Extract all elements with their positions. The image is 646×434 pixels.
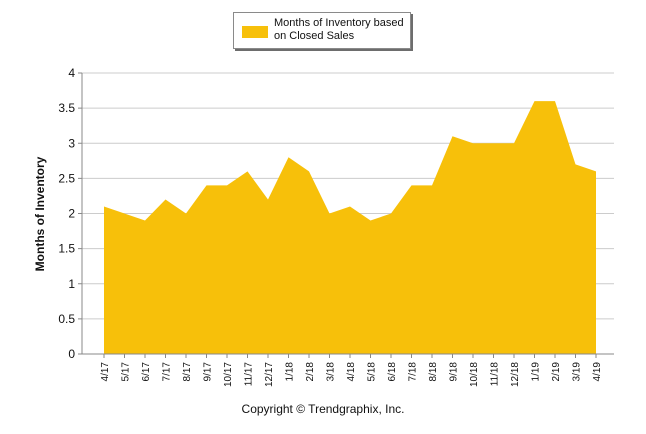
x-tick-label: 7/18 (408, 362, 419, 382)
x-tick-label: 6/18 (387, 362, 398, 382)
x-tick-label: 4/19 (592, 362, 603, 382)
x-tick-label: 4/18 (346, 362, 357, 382)
x-tick-label: 8/18 (428, 362, 439, 382)
series-area (103, 101, 597, 354)
x-tick-label: 10/18 (469, 362, 480, 387)
x-tick-label: 9/17 (203, 362, 214, 382)
x-tick-label: 1/19 (531, 362, 542, 382)
y-tick-labels: 0 0.5 1 1.5 2 2.5 3 3.5 4 (58, 66, 82, 361)
x-tick-label: 9/18 (449, 362, 460, 382)
x-tick-labels: 4/17 5/17 6/17 7/17 8/17 9/17 10/17 11/17 12/17 1… (100, 354, 603, 387)
x-tick-label: 5/18 (367, 362, 378, 382)
y-axis-label: Months of Inventory (33, 156, 47, 271)
legend: Months of Inventory based on Closed Sale… (233, 12, 411, 49)
series-area-path (104, 101, 596, 354)
x-tick-label: 3/19 (572, 362, 583, 382)
y-tick-label: 1.5 (58, 242, 75, 256)
x-tick-label: 4/17 (100, 362, 111, 382)
x-tick-label: 11/18 (490, 362, 501, 387)
x-tick-label: 7/17 (162, 362, 173, 382)
legend-label: Months of Inventory based on Closed Sale… (274, 17, 404, 42)
y-tick-label: 2.5 (58, 171, 75, 185)
x-tick-label: 12/18 (510, 362, 521, 387)
x-tick-label: 8/17 (182, 362, 193, 382)
y-tick-label: 3.5 (58, 101, 75, 115)
x-tick-label: 2/18 (305, 362, 316, 382)
y-tick-label: 0 (68, 347, 75, 361)
legend-swatch (242, 26, 268, 38)
y-tick-label: 3 (68, 136, 75, 150)
x-tick-label: 11/17 (244, 362, 255, 387)
x-tick-label: 6/17 (141, 362, 152, 382)
y-tick-label: 0.5 (58, 312, 75, 326)
x-tick-label: 3/18 (326, 362, 337, 382)
x-tick-label: 2/19 (551, 362, 562, 382)
x-tick-label: 10/17 (223, 362, 234, 387)
copyright-text: Copyright © Trendgraphix, Inc. (241, 402, 405, 416)
y-tick-label: 1 (68, 277, 75, 291)
y-tick-label: 2 (68, 207, 75, 221)
x-tick-label: 1/18 (285, 362, 296, 382)
x-tick-label: 5/17 (121, 362, 132, 382)
y-tick-label: 4 (68, 66, 75, 80)
x-tick-label: 12/17 (264, 362, 275, 387)
